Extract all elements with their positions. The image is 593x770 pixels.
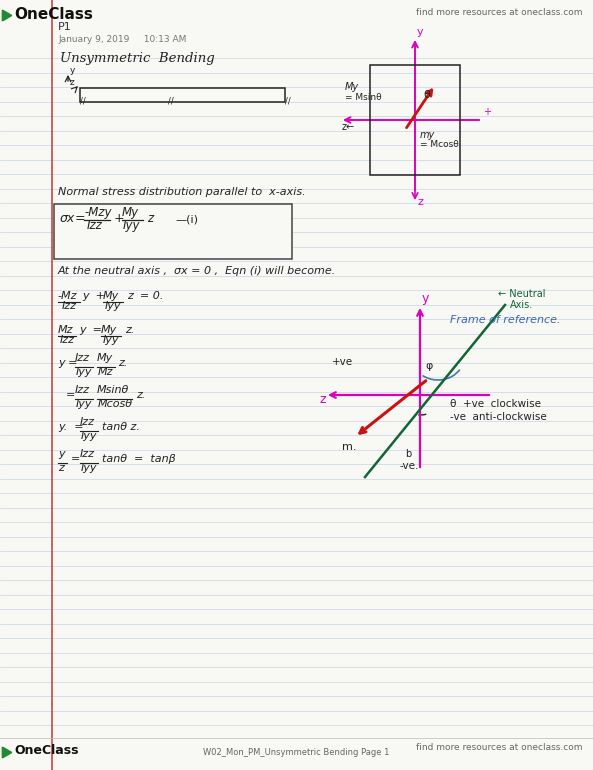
Text: Iyy: Iyy (81, 463, 97, 473)
Text: +: + (114, 212, 125, 225)
Text: —(i): —(i) (175, 214, 198, 224)
Text: y =: y = (58, 358, 78, 368)
Text: y  +: y + (82, 291, 105, 301)
Text: z.: z. (136, 390, 145, 400)
Text: My: My (101, 325, 117, 335)
Text: Izz: Izz (75, 353, 90, 363)
Text: y: y (417, 27, 423, 37)
Text: z←: z← (342, 122, 355, 132)
Text: my: my (420, 130, 435, 140)
Text: +: + (483, 107, 491, 117)
Text: Iyy: Iyy (76, 399, 93, 409)
Text: = Msinθ: = Msinθ (345, 93, 382, 102)
Text: Unsymmetric  Bending: Unsymmetric Bending (60, 52, 215, 65)
Text: z: z (147, 212, 153, 225)
Text: b: b (405, 449, 412, 459)
Text: W02_Mon_PM_Unsymmetric Bending Page 1: W02_Mon_PM_Unsymmetric Bending Page 1 (203, 748, 389, 757)
Text: -ve  anti-clockwise: -ve anti-clockwise (450, 412, 547, 422)
Text: y: y (58, 449, 65, 459)
Text: Iyy: Iyy (123, 219, 141, 232)
Text: Izz: Izz (80, 417, 95, 427)
Text: //: // (168, 97, 174, 106)
Text: y.  =: y. = (58, 422, 84, 432)
Text: Msinθ: Msinθ (97, 385, 129, 395)
Text: My: My (345, 82, 359, 92)
Text: y  =: y = (79, 325, 102, 335)
Text: =: = (75, 212, 85, 225)
Bar (370, 65, 460, 175)
Text: y: y (422, 292, 429, 305)
Text: Mz: Mz (98, 367, 113, 377)
Text: January 9, 2019     10:13 AM: January 9, 2019 10:13 AM (58, 35, 186, 44)
Text: Iyy: Iyy (105, 301, 122, 311)
Text: z: z (417, 197, 423, 207)
Text: //: // (285, 97, 291, 106)
Text: ← Neutral: ← Neutral (498, 289, 546, 299)
Text: -ve.: -ve. (400, 461, 419, 471)
Text: σx: σx (60, 212, 75, 225)
Text: Frame of reference.: Frame of reference. (450, 315, 560, 325)
Text: find more resources at oneclass.com: find more resources at oneclass.com (416, 8, 583, 17)
Text: φ: φ (425, 361, 432, 371)
Text: Izz: Izz (87, 219, 103, 232)
Text: P1: P1 (58, 22, 72, 32)
Text: Izz: Izz (62, 301, 77, 311)
Text: tanθ z.: tanθ z. (102, 422, 140, 432)
Text: =: = (71, 454, 81, 464)
Text: z.: z. (125, 325, 135, 335)
Text: Izz: Izz (60, 335, 75, 345)
Text: = Mcosθ: = Mcosθ (420, 140, 459, 149)
Text: z.: z. (118, 358, 127, 368)
Text: Axis.: Axis. (510, 300, 533, 310)
Text: Iyy: Iyy (81, 431, 97, 441)
Text: z: z (58, 463, 64, 473)
Text: OneClass: OneClass (14, 7, 93, 22)
Text: tanθ  =  tanβ: tanθ = tanβ (102, 454, 176, 464)
Text: y: y (70, 66, 75, 75)
Text: Izz: Izz (80, 449, 95, 459)
Bar (80, 88, 285, 102)
Text: -Mzy: -Mzy (84, 206, 111, 219)
Text: m.: m. (342, 442, 356, 452)
Text: My: My (97, 353, 113, 363)
Text: θ  +ve  clockwise: θ +ve clockwise (450, 399, 541, 409)
Text: My: My (122, 206, 139, 219)
FancyBboxPatch shape (53, 203, 292, 259)
Text: Mcosθ: Mcosθ (98, 399, 133, 409)
Text: Iyy: Iyy (103, 335, 120, 345)
Text: My: My (103, 291, 119, 301)
Text: z: z (320, 393, 327, 406)
Text: z  = 0.: z = 0. (127, 291, 164, 301)
Text: Normal stress distribution parallel to  x-axis.: Normal stress distribution parallel to x… (58, 187, 305, 197)
Text: OneClass: OneClass (14, 744, 78, 757)
Text: Mz: Mz (58, 325, 74, 335)
Text: -Mz: -Mz (58, 291, 78, 301)
Text: Izz: Izz (75, 385, 90, 395)
Text: Iyy: Iyy (76, 367, 93, 377)
Text: find more resources at oneclass.com: find more resources at oneclass.com (416, 743, 583, 752)
Text: +ve: +ve (332, 357, 353, 367)
Text: //: // (80, 97, 86, 106)
Text: =: = (66, 390, 75, 400)
Text: θ: θ (423, 90, 430, 100)
Text: z: z (70, 78, 75, 87)
Text: At the neutral axis ,  σx = 0 ,  Eqn (i) will become.: At the neutral axis , σx = 0 , Eqn (i) w… (58, 266, 336, 276)
